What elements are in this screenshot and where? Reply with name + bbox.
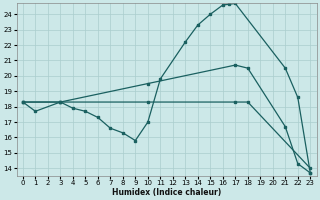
X-axis label: Humidex (Indice chaleur): Humidex (Indice chaleur) <box>112 188 221 197</box>
